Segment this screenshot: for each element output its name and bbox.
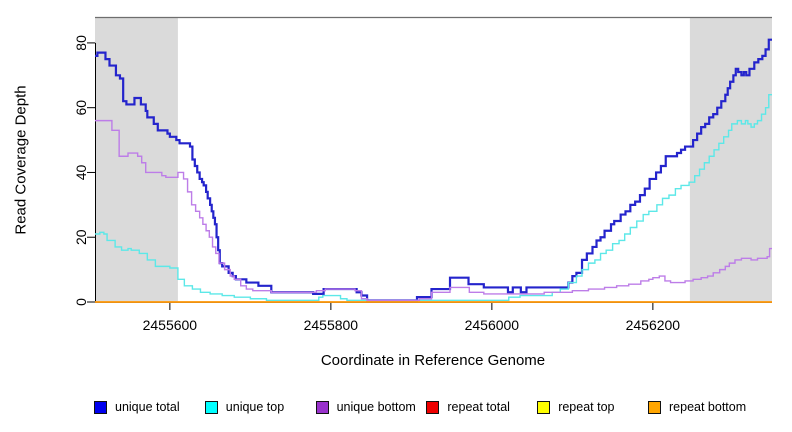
series-unique-total <box>95 38 772 302</box>
y-tick-label: 0 <box>73 298 89 306</box>
y-tick-label: 20 <box>73 229 89 245</box>
x-tick-label: 2456200 <box>626 317 681 333</box>
legend-item-unique-top: unique top <box>204 399 285 415</box>
series-unique-top <box>95 94 772 302</box>
legend-swatch <box>94 400 107 414</box>
shaded-region <box>689 18 772 302</box>
legend-swatch <box>537 400 551 414</box>
legend-item-repeat-bottom: repeat bottom <box>648 399 746 415</box>
legend: unique total unique top unique bottom repea… <box>0 399 792 419</box>
y-tick-label: 80 <box>73 35 89 51</box>
y-tick-label: 60 <box>73 100 89 116</box>
legend-swatch <box>204 400 218 414</box>
legend-item-unique-bottom: unique bottom <box>315 399 416 415</box>
x-tick-label: 2455800 <box>304 317 359 333</box>
legend-label: repeat total <box>447 400 510 414</box>
legend-swatch <box>426 400 440 414</box>
legend-label: unique top <box>225 400 285 414</box>
legend-swatch <box>315 400 329 414</box>
legend-item-repeat-total: repeat total <box>426 399 510 415</box>
y-axis-title: Read Coverage Depth <box>12 85 30 235</box>
legend-swatch <box>648 400 661 414</box>
x-tick-label: 2455600 <box>143 317 198 333</box>
shaded-region <box>95 18 178 302</box>
legend-label: unique total <box>115 400 180 414</box>
y-tick-label: 40 <box>73 164 89 180</box>
legend-label: repeat top <box>558 400 615 414</box>
legend-item-repeat-top: repeat top <box>537 399 614 415</box>
x-axis-title: Coordinate in Reference Genome <box>320 352 546 369</box>
series-unique-bottom <box>95 119 772 302</box>
legend-label: unique bottom <box>336 400 416 414</box>
legend-label: repeat bottom <box>669 400 747 414</box>
legend-item-unique-total: unique total <box>94 399 180 415</box>
x-tick-label: 2456000 <box>465 317 520 333</box>
